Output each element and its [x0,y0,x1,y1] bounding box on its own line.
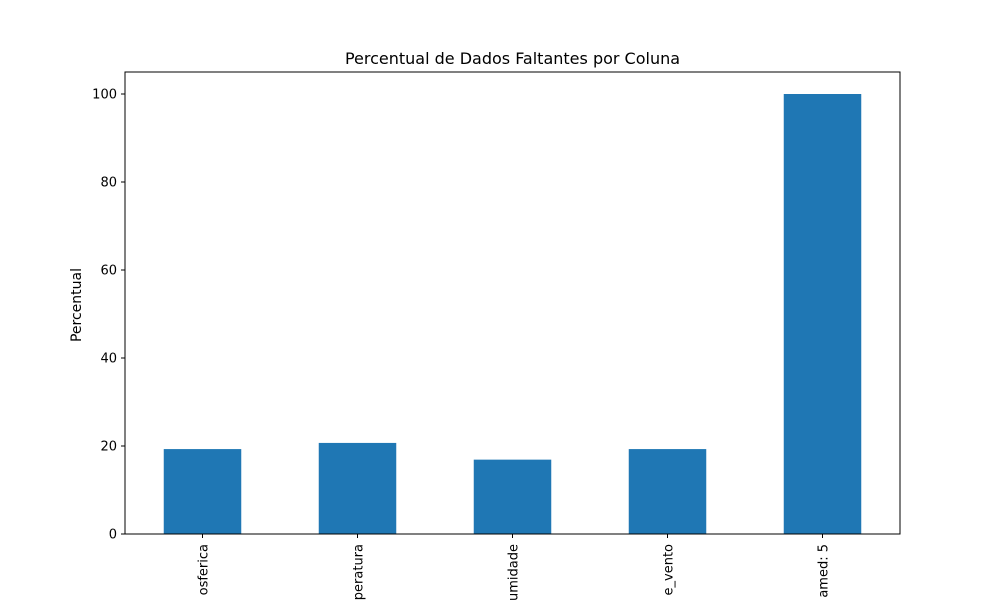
y-axis-label: Percentual [69,268,85,342]
bar [783,94,862,534]
plot-frame [124,71,901,535]
x-ticks-group: osferica peratura umidade e_vento amed: 5 [197,534,832,600]
y-tick-label: 80 [100,176,117,191]
bar [628,449,707,534]
bar [318,442,397,534]
x-tick-label: osferica [197,544,212,595]
bar [473,459,552,534]
y-tick-label: 60 [100,264,117,279]
chart-title: Percentual de Dados Faltantes por Coluna [345,49,680,68]
y-ticks-group: 0 20 40 60 80 100 [92,88,125,543]
x-tick-label: e_vento [662,544,677,596]
bars-group [163,94,862,534]
y-tick-label: 20 [100,440,117,455]
y-tick-label: 40 [100,352,117,367]
x-tick-label: amed: 5 [817,544,832,598]
x-tick-label: peratura [352,544,367,600]
y-tick-label: 100 [92,88,117,103]
bar [163,449,242,534]
x-tick-label: umidade [507,544,522,600]
y-tick-label: 0 [109,528,117,543]
